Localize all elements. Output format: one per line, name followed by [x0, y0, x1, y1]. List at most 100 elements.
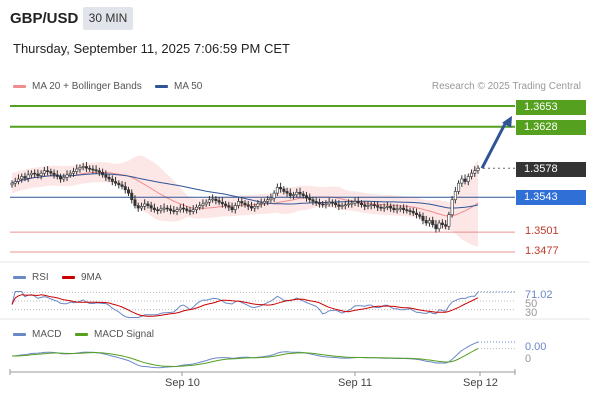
candle-body — [304, 195, 308, 199]
candle-body — [440, 222, 444, 225]
candle-body — [275, 187, 279, 194]
legend-macd-signal-label: MACD Signal — [94, 329, 155, 340]
candle-body — [314, 201, 318, 204]
candle-body — [10, 182, 14, 186]
candle-body — [269, 197, 273, 201]
candle-body — [427, 220, 431, 224]
candle-body — [201, 203, 205, 206]
timeframe-button[interactable]: 30 MIN — [83, 7, 133, 30]
candle-body — [68, 172, 72, 176]
candle-body — [372, 204, 376, 207]
legend-rsi-ma-label: 9MA — [81, 272, 102, 283]
candle-body — [253, 206, 257, 209]
candle-body — [46, 170, 50, 172]
candle-body — [279, 187, 283, 190]
candle-body — [159, 208, 163, 211]
candle-body — [411, 211, 415, 214]
rsi-swatch — [13, 275, 26, 279]
macd-signal-swatch — [75, 332, 88, 336]
candle-body — [353, 201, 357, 204]
rsi-ma-swatch — [62, 275, 75, 279]
legend-macd-label: MACD — [32, 329, 62, 340]
x-tick-label: Sep 11 — [338, 377, 373, 389]
candle-body — [13, 181, 17, 184]
research-credit: Research © 2025 Trading Central — [431, 81, 581, 92]
candle-body — [285, 191, 289, 194]
legend-macd: MACD — [13, 329, 61, 340]
candle-body — [476, 167, 480, 172]
candle-body — [75, 168, 79, 172]
candle-body — [133, 199, 137, 206]
support-label-2: 1.3477 — [525, 245, 559, 257]
candle-body — [114, 181, 118, 184]
candle-body — [301, 193, 305, 196]
candle-body — [256, 203, 260, 207]
candle-body — [188, 210, 192, 212]
candle-body — [62, 177, 66, 180]
target-arrow-shaft — [480, 121, 508, 169]
timestamp: Thursday, September 11, 2025 7:06:59 PM … — [13, 41, 290, 56]
candle-body — [101, 172, 105, 176]
candle-body — [405, 209, 409, 212]
candle-body — [363, 204, 367, 207]
legend-macd-signal: MACD Signal — [75, 329, 154, 340]
rsi-30-label: 30 — [525, 307, 538, 319]
candle-body — [175, 209, 179, 212]
candle-body — [52, 172, 56, 176]
candle-body — [434, 224, 438, 230]
candle-body — [97, 170, 101, 173]
candle-body — [81, 166, 85, 168]
candle-body — [110, 178, 114, 182]
candle-body — [29, 172, 33, 176]
candle-body — [120, 184, 124, 187]
candle-body — [237, 201, 241, 206]
candle-body — [107, 177, 111, 180]
macd-swatch — [13, 332, 26, 336]
candle-body — [317, 202, 321, 205]
ma50-swatch — [155, 84, 168, 88]
candle-body — [473, 170, 477, 174]
candle-body — [470, 172, 474, 177]
candle-body — [227, 205, 231, 208]
rsi-50-label: 50 — [525, 298, 538, 310]
ma50-line — [11, 173, 479, 209]
candle-body — [20, 176, 24, 180]
candle-body — [444, 224, 448, 227]
candle-body — [298, 191, 302, 195]
candle-body — [308, 197, 312, 201]
resistance-label-2: 1.3628 — [516, 120, 586, 135]
macd-signal-line — [12, 348, 479, 368]
candle-body — [220, 201, 224, 205]
target-arrow-head — [502, 115, 512, 128]
candle-body — [392, 207, 396, 211]
candle-body — [466, 176, 470, 182]
legend-rsi: RSI — [13, 272, 49, 283]
candle-body — [16, 178, 20, 182]
candle-body — [211, 198, 215, 201]
candle-body — [324, 203, 328, 206]
candle-body — [292, 194, 296, 197]
candle-body — [217, 200, 221, 203]
candle-body — [169, 208, 173, 211]
legend-ma50: MA 50 — [155, 81, 202, 92]
candle-body — [26, 174, 30, 179]
legend-ma50-label: MA 50 — [174, 81, 203, 92]
candle-body — [23, 176, 27, 179]
legend-ma20-label: MA 20 + Bollinger Bands — [32, 81, 142, 92]
candle-body — [249, 206, 253, 209]
candle-body — [214, 198, 218, 201]
rsi-ma-line — [11, 294, 479, 317]
candle-body — [415, 212, 419, 215]
ma20-swatch — [13, 84, 26, 88]
macd-line — [11, 341, 479, 369]
legend-rsi-label: RSI — [32, 272, 49, 283]
candle-body — [350, 202, 354, 205]
candle-body — [389, 206, 393, 209]
candle-body — [246, 204, 250, 207]
support-label-1: 1.3501 — [525, 225, 559, 237]
candle-body — [418, 214, 422, 217]
candle-body — [463, 178, 467, 182]
candle-body — [385, 206, 389, 208]
candle-body — [453, 191, 457, 201]
